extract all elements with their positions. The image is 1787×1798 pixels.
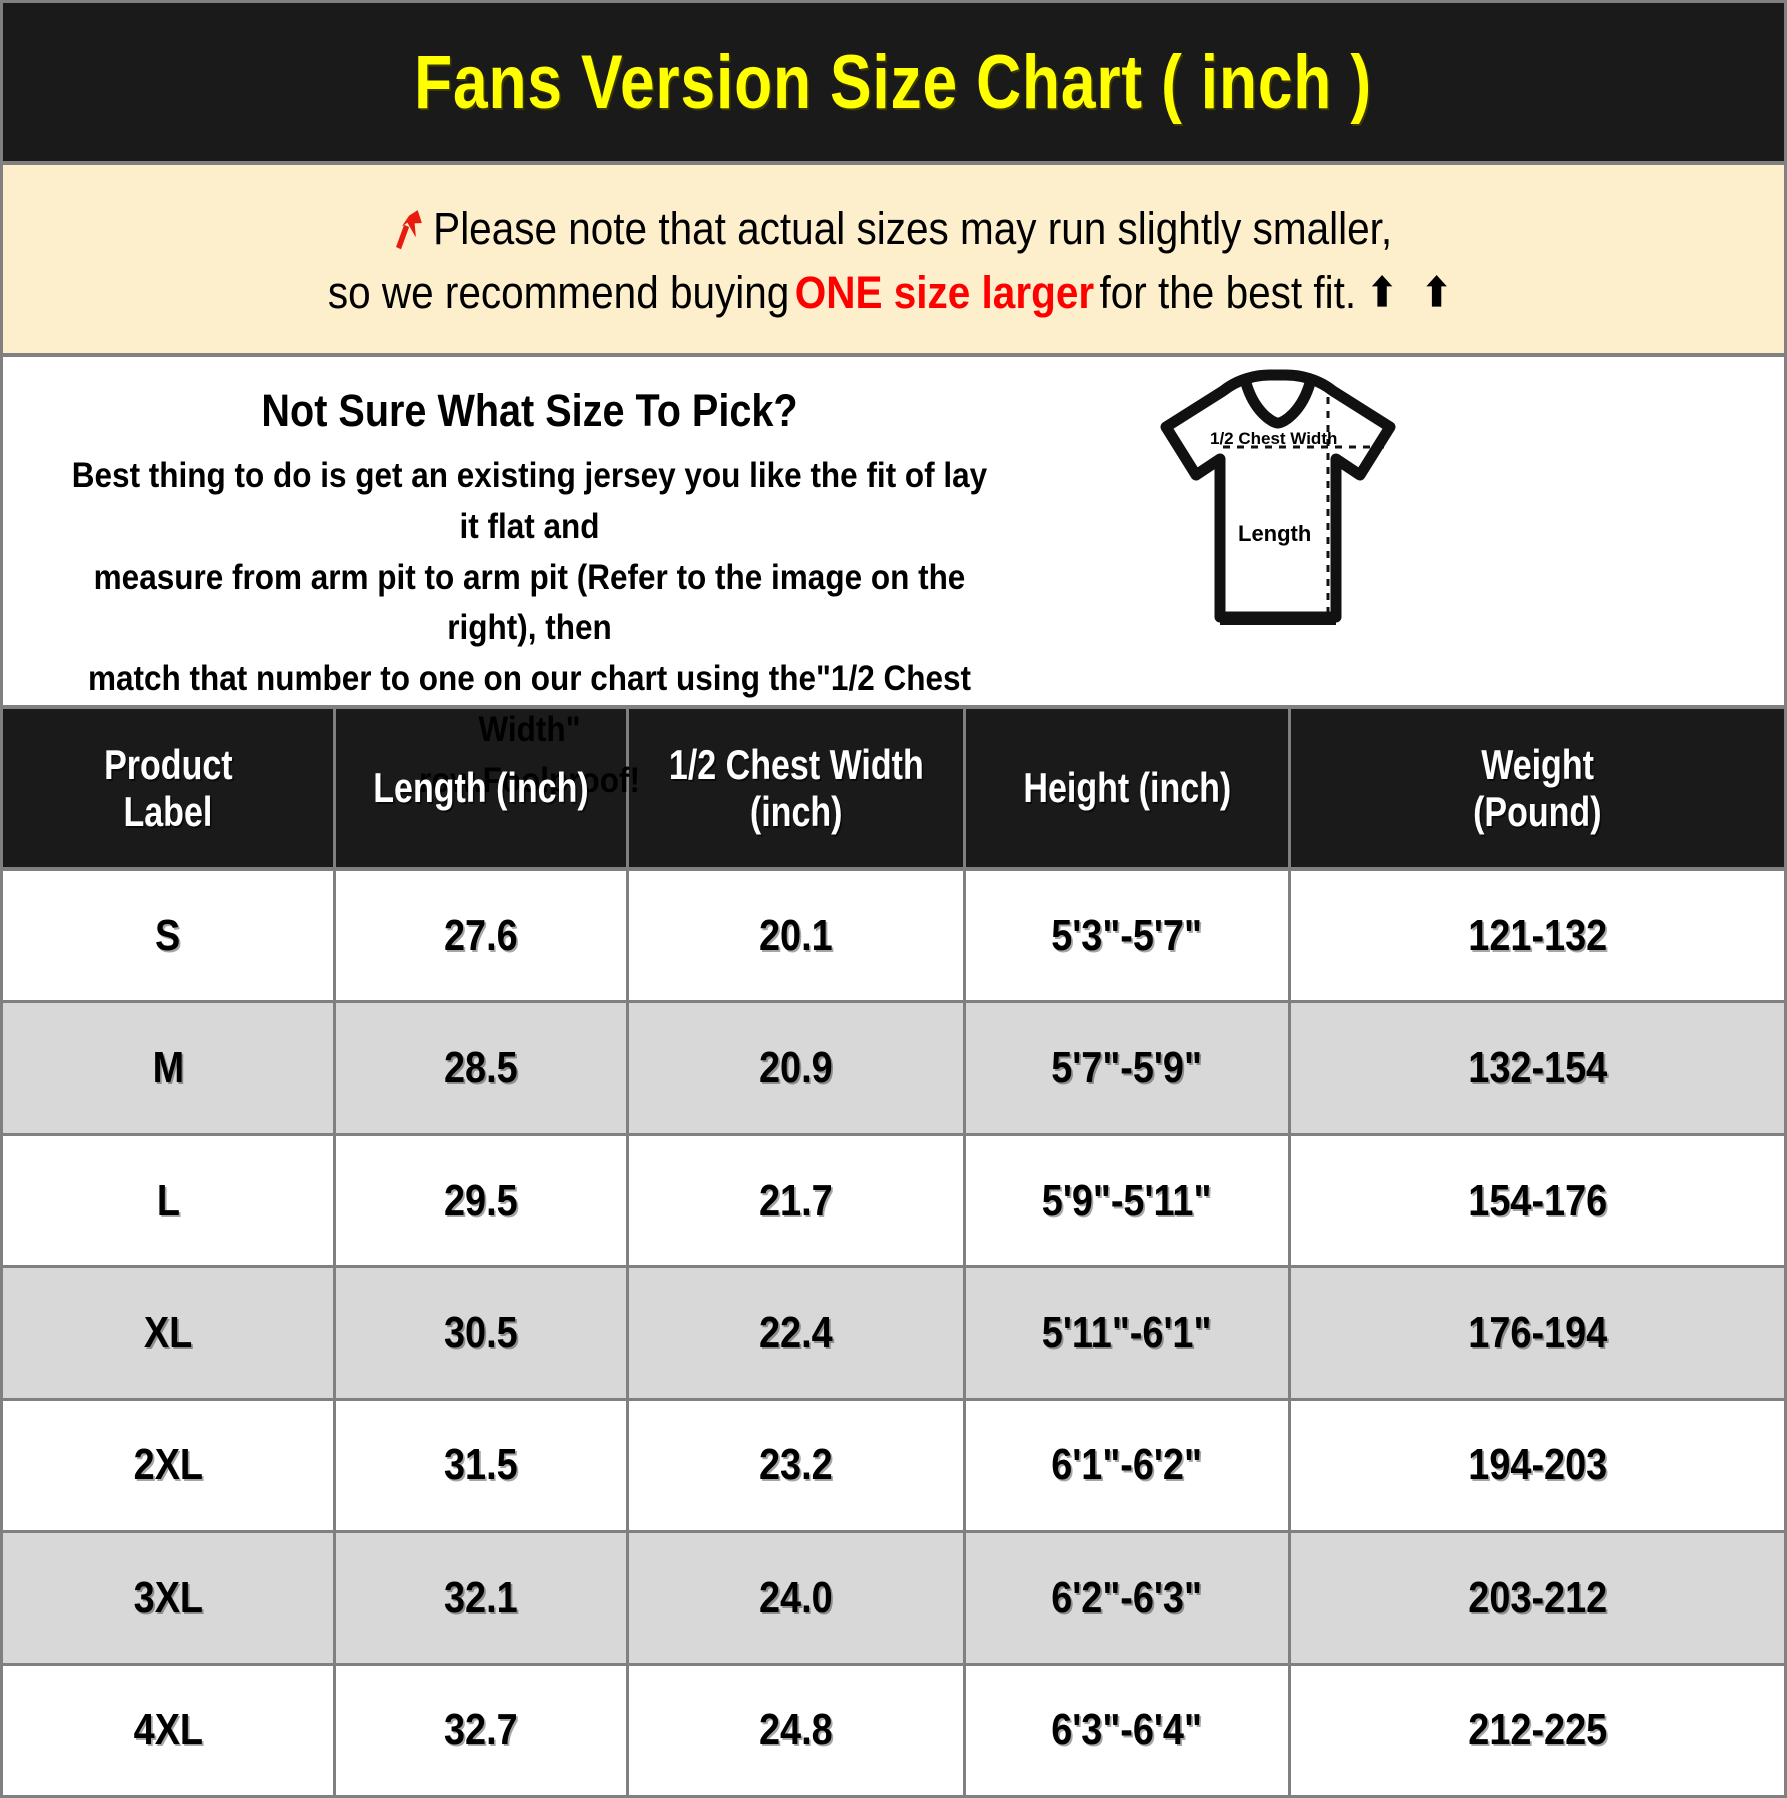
cell-chest-width: 22.4: [629, 1268, 963, 1398]
table-row: 3XL 32.1 24.0 6'2"-6'3" 203-212: [3, 1533, 1784, 1663]
cell-length: 32.1: [336, 1533, 626, 1663]
note-band: Please note that actual sizes may run sl…: [3, 165, 1784, 357]
cell-length: 30.5: [336, 1268, 626, 1398]
cell-chest-width: 24.8: [629, 1665, 963, 1795]
cell-product-label: L: [3, 1135, 333, 1266]
tshirt-diagram: 1/2 Chest Width Length: [1128, 367, 1428, 637]
table-row: 2XL 31.5 23.2 6'1"-6'2" 194-203: [3, 1400, 1784, 1531]
cell-height: 5'3"-5'7": [966, 871, 1288, 1001]
cell-length: 32.7: [336, 1665, 626, 1795]
cell-product-label: 4XL: [3, 1665, 333, 1795]
table-row: 4XL 32.7 24.8 6'3"-6'4" 212-225: [3, 1665, 1784, 1795]
cell-height: 5'11"-6'1": [966, 1268, 1288, 1398]
size-table: Product Label Length (inch) 1/2 Chest Wid…: [3, 709, 1784, 1795]
guidance-body-line-2: measure from arm pit to arm pit (Refer t…: [93, 557, 966, 648]
column-header-chest-width: 1/2 Chest Width (inch): [629, 709, 963, 867]
cell-weight: 194-203: [1291, 1400, 1784, 1531]
cell-weight: 176-194: [1291, 1268, 1784, 1398]
cell-weight: 154-176: [1291, 1135, 1784, 1266]
cell-chest-width: 21.7: [629, 1135, 963, 1266]
table-row: XL 30.5 22.4 5'11"-6'1" 176-194: [3, 1268, 1784, 1398]
cell-product-label: XL: [3, 1268, 333, 1398]
cell-weight: 132-154: [1291, 1003, 1784, 1133]
chest-width-label: 1/2 Chest Width: [1210, 429, 1338, 448]
column-header-height: Height (inch): [966, 709, 1288, 867]
cell-weight: 121-132: [1291, 871, 1784, 1001]
cell-weight: 212-225: [1291, 1665, 1784, 1795]
table-row: M 28.5 20.9 5'7"-5'9" 132-154: [3, 1003, 1784, 1133]
cell-chest-width: 20.1: [629, 871, 963, 1001]
guidance-body-line-1: Best thing to do is get an existing jers…: [71, 456, 988, 546]
guidance-diagram: 1/2 Chest Width Length: [1058, 357, 1784, 705]
note-highlight: ONE size larger: [794, 267, 1095, 318]
column-header-product-label: Product Label: [3, 709, 333, 867]
cell-product-label: M: [3, 1003, 333, 1133]
arrow-up-icon: ⬆ ⬆: [1367, 270, 1460, 315]
cell-product-label: 3XL: [3, 1533, 333, 1663]
cell-length: 28.5: [336, 1003, 626, 1133]
cell-height: 5'7"-5'9": [966, 1003, 1288, 1133]
cell-length: 31.5: [336, 1400, 626, 1531]
cell-height: 6'3"-6'4": [966, 1665, 1288, 1795]
cell-height: 5'9"-5'11": [966, 1135, 1288, 1266]
column-header-weight: Weight (Pound): [1291, 709, 1784, 867]
note-line-1: Please note that actual sizes may run sl…: [395, 197, 1392, 261]
cell-product-label: S: [3, 871, 333, 1001]
guidance-body-line-4: row.Foolproof!: [418, 760, 641, 800]
pushpin-icon: [395, 207, 431, 251]
page-title: Fans Version Size Chart ( inch ): [414, 39, 1373, 125]
title-bar: Fans Version Size Chart ( inch ): [3, 3, 1784, 165]
guidance-body-line-3: match that number to one on our chart us…: [87, 659, 972, 749]
tshirt-icon: [1160, 369, 1396, 625]
cell-chest-width: 23.2: [629, 1400, 963, 1531]
note-line-2-suffix: for the best fit.: [1099, 267, 1357, 318]
cell-weight: 203-212: [1291, 1533, 1784, 1663]
guidance-heading: Not Sure What Size To Pick?: [261, 385, 798, 436]
guidance-section: Not Sure What Size To Pick? Best thing t…: [3, 357, 1784, 800]
length-label: Length: [1238, 521, 1312, 546]
column-header-length: Length (inch): [336, 709, 626, 867]
table-header-row: Product Label Length (inch) 1/2 Chest Wid…: [3, 709, 1784, 867]
note-line-2: so we recommend buying ONE size larger f…: [328, 261, 1459, 325]
cell-chest-width: 20.9: [629, 1003, 963, 1133]
note-line-1-text: Please note that actual sizes may run sl…: [432, 203, 1392, 255]
cell-product-label: 2XL: [3, 1400, 333, 1531]
table-row: S 27.6 20.1 5'3"-5'7" 121-132: [3, 871, 1784, 1001]
cell-height: 6'2"-6'3": [966, 1533, 1288, 1663]
guidance-text: Not Sure What Size To Pick? Best thing t…: [3, 357, 1058, 800]
cell-height: 6'1"-6'2": [966, 1400, 1288, 1531]
cell-length: 27.6: [336, 871, 626, 1001]
note-line-2-prefix: so we recommend buying: [327, 267, 790, 318]
cell-length: 29.5: [336, 1135, 626, 1266]
table-row: L 29.5 21.7 5'9"-5'11" 154-176: [3, 1135, 1784, 1266]
cell-chest-width: 24.0: [629, 1533, 963, 1663]
